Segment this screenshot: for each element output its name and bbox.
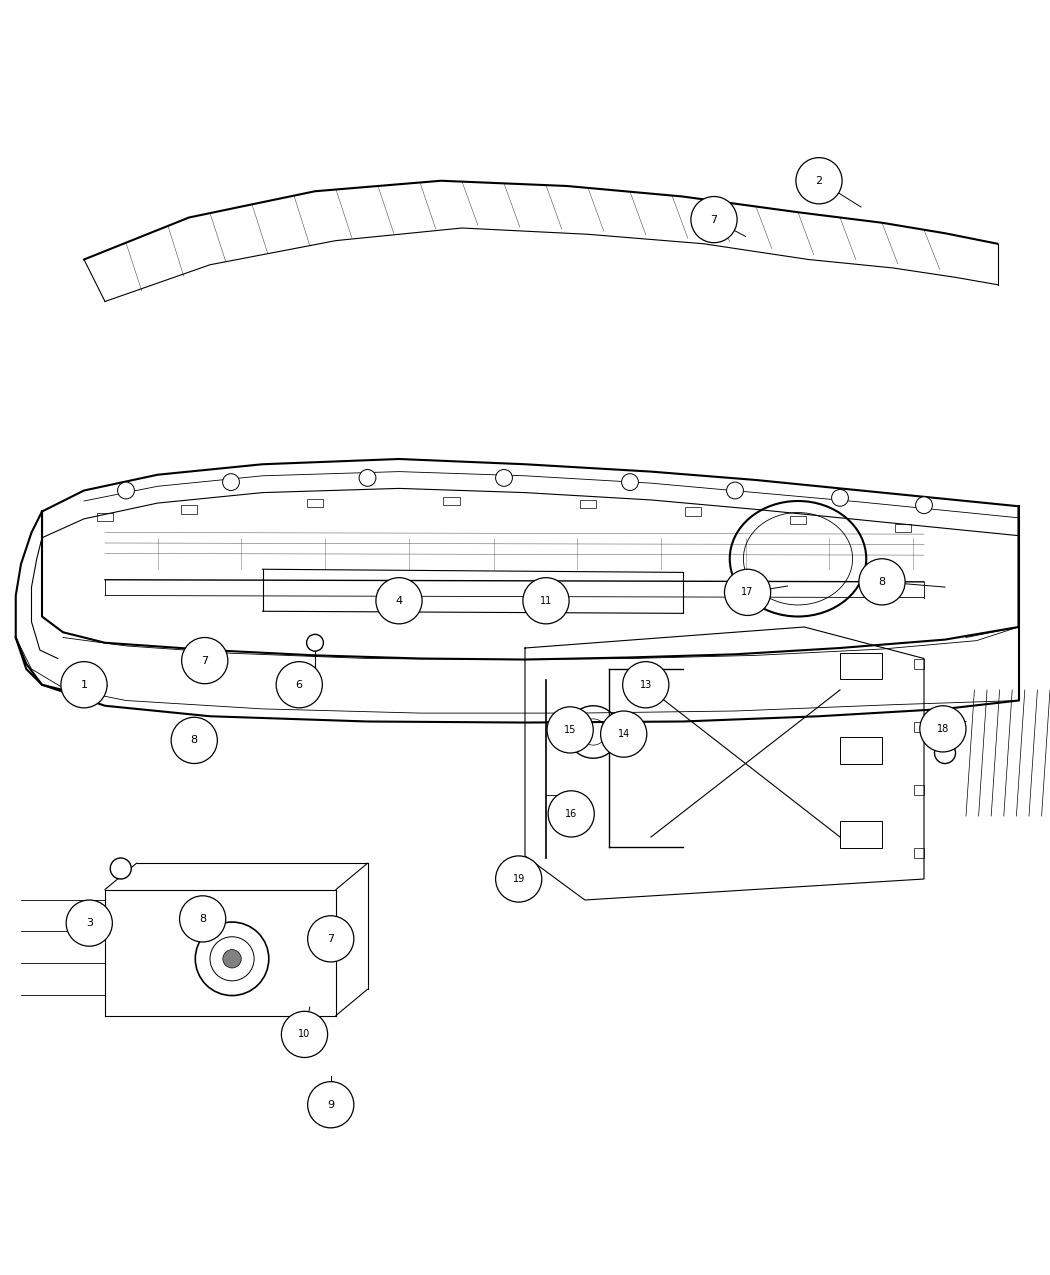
Text: 13: 13 — [639, 680, 652, 690]
Text: 8: 8 — [879, 576, 885, 587]
Text: 11: 11 — [540, 595, 552, 606]
Bar — [307, 499, 323, 507]
Text: 8: 8 — [200, 914, 206, 924]
Circle shape — [118, 482, 134, 499]
Circle shape — [308, 1081, 354, 1128]
Circle shape — [66, 900, 112, 946]
Bar — [840, 821, 882, 848]
Bar — [181, 505, 197, 514]
Circle shape — [223, 474, 239, 491]
Circle shape — [110, 858, 131, 878]
Bar — [914, 722, 924, 732]
Circle shape — [276, 662, 322, 708]
Text: 7: 7 — [328, 933, 334, 944]
Bar — [790, 515, 806, 524]
Text: 9: 9 — [328, 1100, 334, 1109]
Circle shape — [496, 856, 542, 903]
Text: 10: 10 — [298, 1029, 311, 1039]
Circle shape — [727, 482, 743, 499]
Bar — [685, 507, 701, 515]
Text: 6: 6 — [296, 680, 302, 690]
Circle shape — [934, 742, 956, 764]
Circle shape — [547, 706, 593, 754]
Bar — [580, 500, 596, 509]
Circle shape — [859, 558, 905, 604]
Circle shape — [376, 578, 422, 623]
Text: 7: 7 — [711, 214, 717, 224]
Text: 7: 7 — [202, 655, 208, 666]
Circle shape — [523, 578, 569, 623]
Bar — [97, 513, 113, 521]
Circle shape — [171, 718, 217, 764]
Circle shape — [182, 638, 228, 683]
Circle shape — [308, 915, 354, 961]
Bar — [443, 497, 460, 505]
Text: 4: 4 — [396, 595, 402, 606]
Text: 3: 3 — [86, 918, 92, 928]
Circle shape — [180, 896, 226, 942]
Bar — [840, 653, 882, 680]
Bar — [914, 784, 924, 796]
Circle shape — [920, 706, 966, 752]
Circle shape — [61, 662, 107, 708]
Text: 14: 14 — [617, 729, 630, 740]
Bar — [840, 737, 882, 764]
Text: 15: 15 — [564, 725, 576, 734]
Bar — [914, 658, 924, 669]
Bar — [914, 848, 924, 858]
Circle shape — [281, 1011, 328, 1057]
Circle shape — [548, 790, 594, 836]
Circle shape — [223, 950, 242, 968]
Circle shape — [601, 711, 647, 757]
Circle shape — [691, 196, 737, 242]
Circle shape — [832, 490, 848, 506]
Text: 18: 18 — [937, 724, 949, 734]
Bar — [895, 524, 911, 533]
Circle shape — [359, 469, 376, 486]
Text: 19: 19 — [512, 873, 525, 884]
Text: 17: 17 — [741, 588, 754, 598]
Text: 1: 1 — [81, 680, 87, 690]
Text: 8: 8 — [191, 736, 197, 746]
Circle shape — [307, 635, 323, 652]
Circle shape — [796, 158, 842, 204]
Polygon shape — [525, 627, 924, 900]
Circle shape — [622, 474, 638, 491]
Text: 2: 2 — [816, 176, 822, 186]
Circle shape — [724, 569, 771, 616]
Text: 16: 16 — [565, 808, 578, 819]
Circle shape — [916, 497, 932, 514]
Circle shape — [623, 662, 669, 708]
Circle shape — [496, 469, 512, 486]
